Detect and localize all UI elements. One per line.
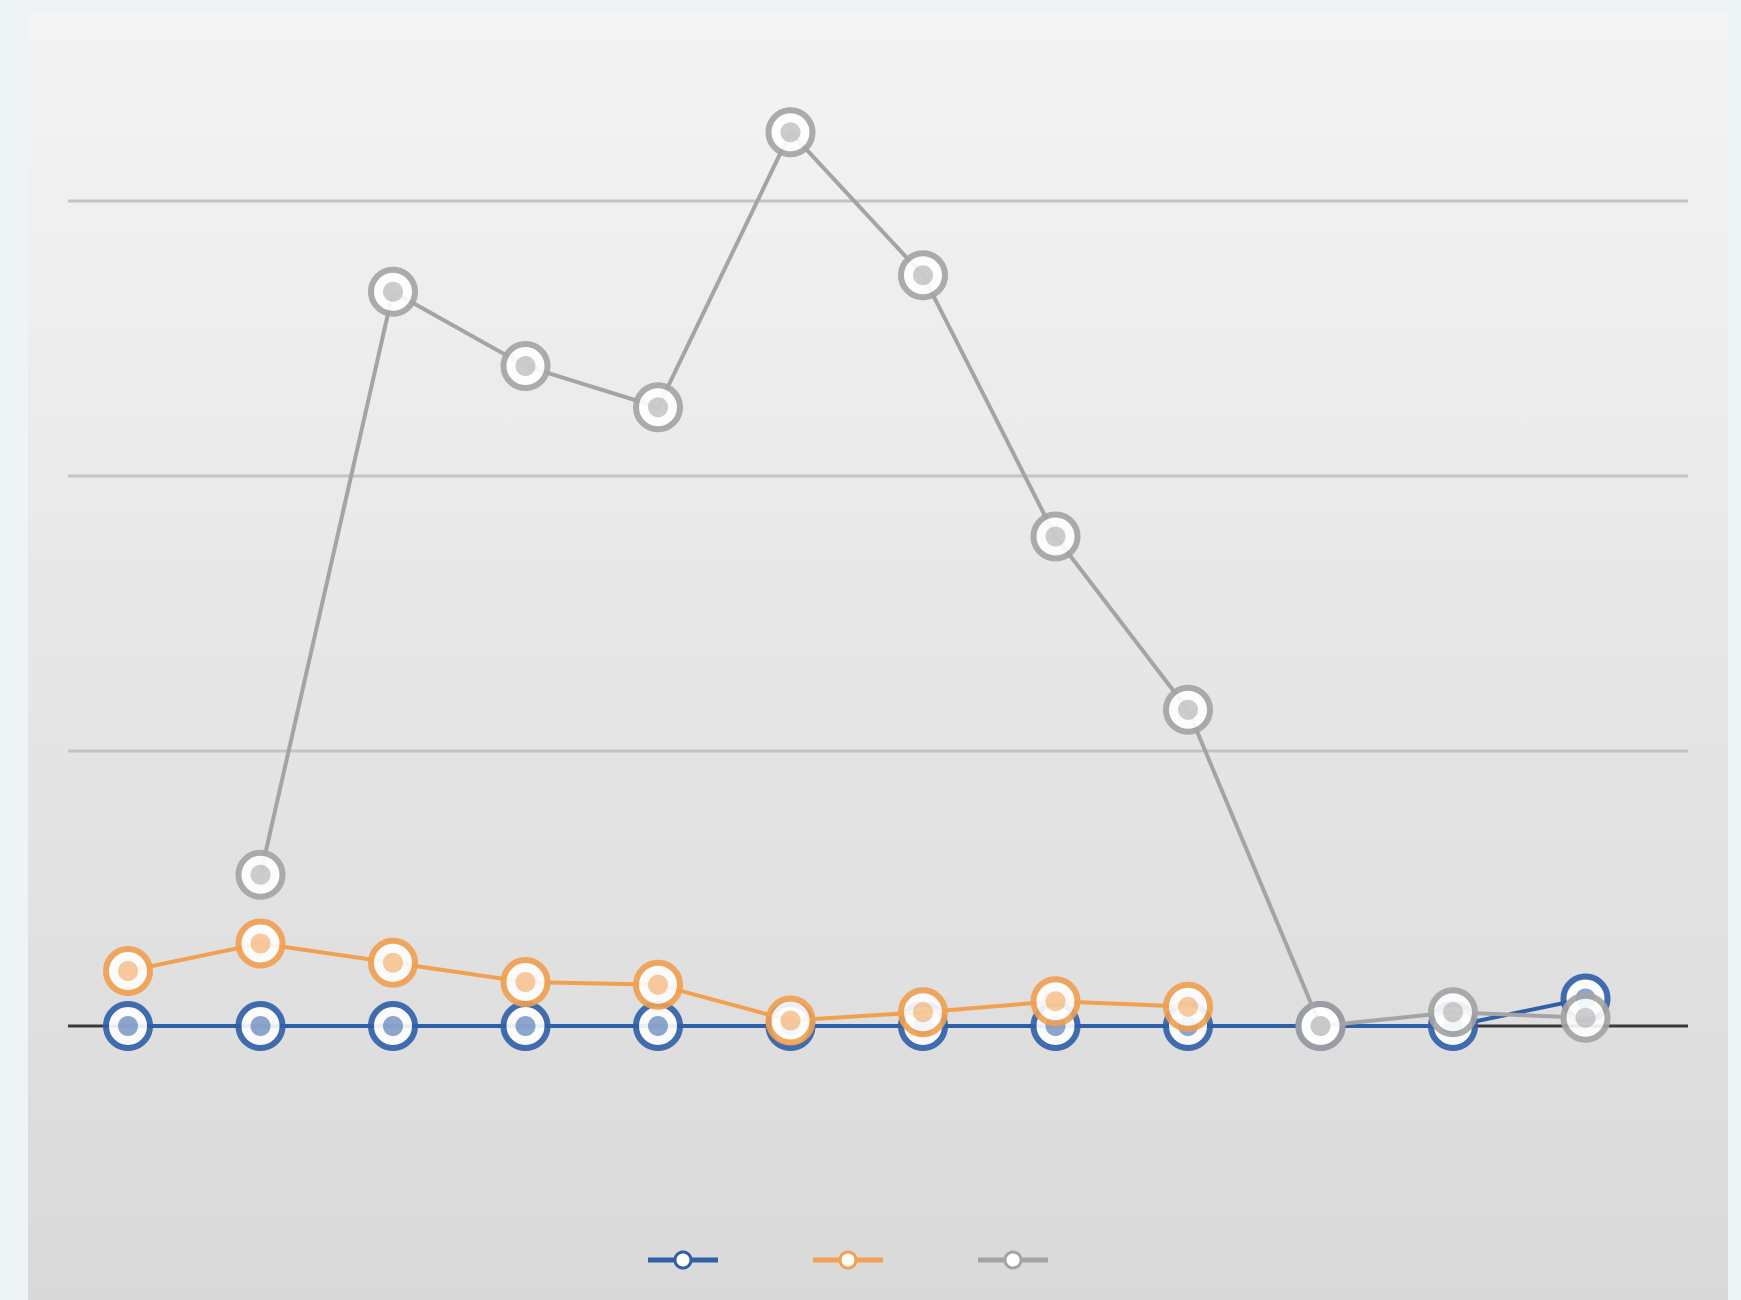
series-0-point-core-1 [250, 1016, 271, 1036]
legend-marker-0 [673, 1250, 693, 1270]
series-1-point-core-4 [648, 974, 668, 995]
series-2-point-core-1 [250, 864, 271, 885]
plot-background [28, 12, 1728, 1300]
series-2-point-core-3 [515, 356, 536, 376]
series-1 [103, 918, 1213, 1046]
series-2-point-core-8 [1178, 699, 1198, 720]
legend-marker-2 [1003, 1250, 1023, 1270]
series-0-point-core-4 [648, 1016, 668, 1036]
series-1-point-core-0 [118, 961, 138, 981]
legend-marker-1 [838, 1250, 858, 1270]
series-2-point-core-5 [780, 122, 801, 143]
series-2-point-core-2 [383, 281, 403, 302]
series-0-point-core-3 [515, 1016, 536, 1036]
series-1-point-core-7 [1045, 991, 1066, 1012]
gridlines [68, 199, 1688, 753]
series-1-point-core-2 [383, 952, 403, 973]
series-2-point-core-10 [1443, 1002, 1463, 1023]
series-0-point-core-2 [383, 1016, 403, 1036]
series-1-point-core-3 [515, 972, 536, 992]
series-1-point-core-8 [1178, 996, 1198, 1017]
series-2-point-core-9 [1310, 1016, 1331, 1036]
series-2 [235, 107, 1611, 1051]
chart-frame [28, 12, 1728, 1300]
series-1-point-core-1 [250, 933, 271, 954]
line-chart [28, 12, 1728, 1300]
series-lines [103, 107, 1611, 1051]
series-0-point-core-0 [118, 1016, 138, 1036]
series-2-point-core-4 [648, 397, 668, 418]
series-2-point-core-11 [1575, 1007, 1596, 1028]
series-2-point-core-6 [913, 265, 933, 286]
series-1-point-core-5 [780, 1010, 801, 1031]
series-1-point-core-6 [913, 1002, 933, 1023]
series-2-point-core-7 [1045, 526, 1066, 547]
legend [648, 1250, 1048, 1270]
